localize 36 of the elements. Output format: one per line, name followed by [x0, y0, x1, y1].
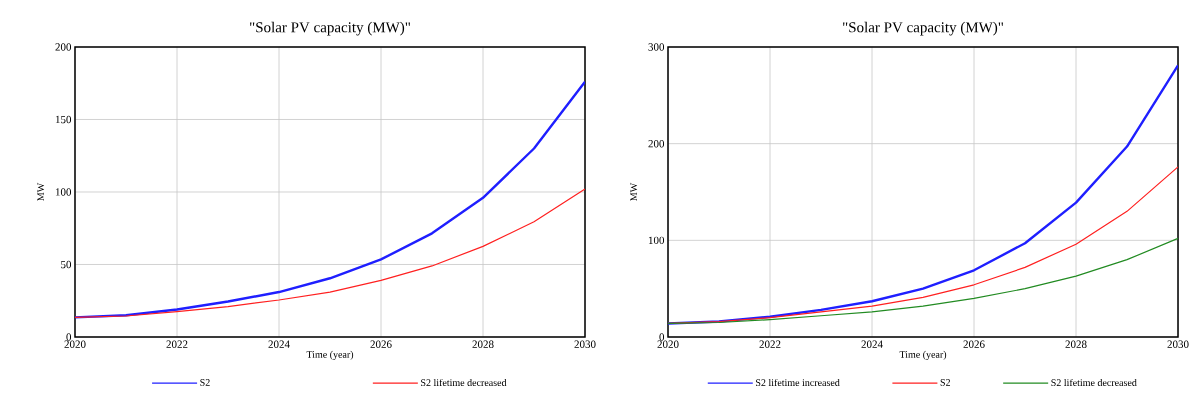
line-series: [668, 237, 1179, 325]
y-tick-label: 200: [55, 43, 72, 51]
x-tick-label: 2022: [759, 340, 781, 348]
y-tick-label: 150: [55, 115, 72, 124]
y-tick-label: 300: [648, 43, 665, 51]
line-series: [75, 80, 586, 319]
legend-label: S2 lifetime decreased: [1051, 378, 1137, 387]
chart-title: "Solar PV capacity (MW)": [250, 21, 410, 36]
legend-label: S2: [200, 379, 210, 386]
x-axis-title: Time (year): [899, 350, 947, 360]
y-tick-label: 200: [648, 139, 665, 148]
x-tick-label: 2020: [64, 340, 86, 348]
legend-label: S2: [940, 379, 951, 386]
y-axis-title: MW: [37, 182, 45, 201]
y-axis-title: MW: [630, 182, 638, 201]
legend-label: S2 lifetime increased: [756, 378, 840, 387]
line-series: [75, 188, 586, 319]
x-tick-label: 2028: [1065, 340, 1087, 348]
x-tick-label: 2026: [370, 340, 392, 348]
x-axis-title: Time (year): [306, 350, 354, 360]
legend-label: S2 lifetime decreased: [421, 378, 507, 387]
x-tick-label: 2022: [166, 340, 188, 348]
x-tick-label: 2024: [268, 340, 290, 348]
y-tick-label: 100: [648, 236, 665, 245]
x-tick-label: 2026: [963, 340, 985, 348]
y-tick-label: 0: [66, 333, 72, 341]
x-tick-label: 2030: [574, 340, 596, 348]
y-tick-label: 50: [61, 260, 72, 269]
x-tick-label: 2020: [657, 340, 679, 348]
x-tick-label: 2030: [1167, 340, 1189, 348]
x-tick-label: 2024: [861, 340, 883, 348]
y-tick-label: 100: [55, 188, 72, 196]
y-tick-label: 0: [659, 333, 665, 341]
chart-title: "Solar PV capacity (MW)": [843, 21, 1003, 36]
line-series: [668, 64, 1179, 325]
x-tick-label: 2028: [472, 340, 494, 348]
